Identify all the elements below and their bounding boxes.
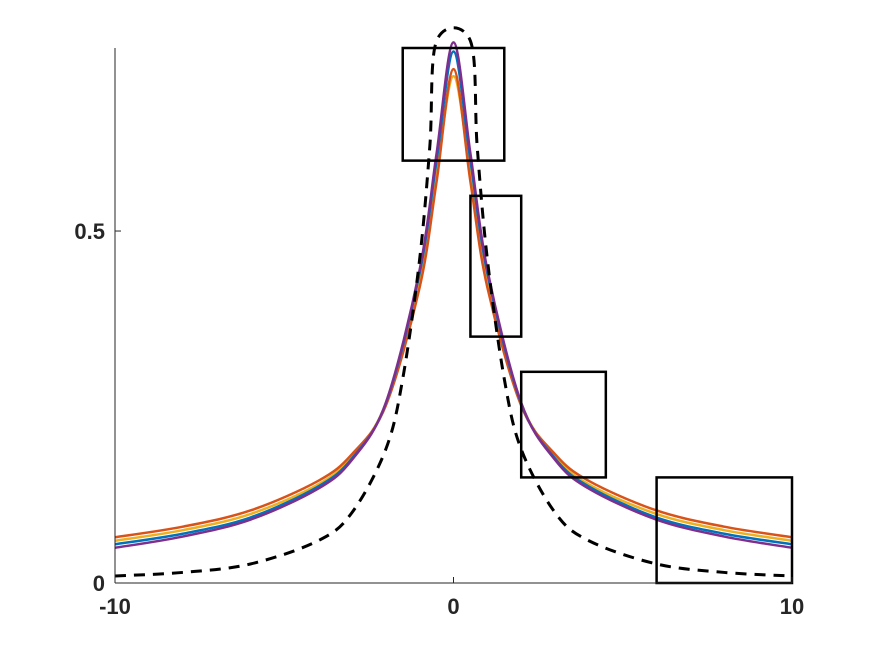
y-tick-label: 0 xyxy=(93,571,105,596)
plot-lines xyxy=(114,26,793,578)
series-line-0 xyxy=(114,74,793,542)
y-tick-label: 0.5 xyxy=(74,219,105,244)
zoom-boxes xyxy=(401,46,794,585)
x-tick-label: -10 xyxy=(99,594,131,619)
zoom-box-0 xyxy=(401,46,506,162)
axes xyxy=(114,48,792,584)
series-line-3 xyxy=(114,41,793,550)
x-tick-label: 10 xyxy=(780,594,804,619)
series-line-1 xyxy=(114,67,793,539)
series-line-4 xyxy=(114,26,793,578)
zoom-box-1 xyxy=(469,194,523,338)
x-tick-label: 0 xyxy=(447,594,459,619)
zoom-box-2 xyxy=(519,370,608,479)
series-line-2 xyxy=(114,50,793,546)
